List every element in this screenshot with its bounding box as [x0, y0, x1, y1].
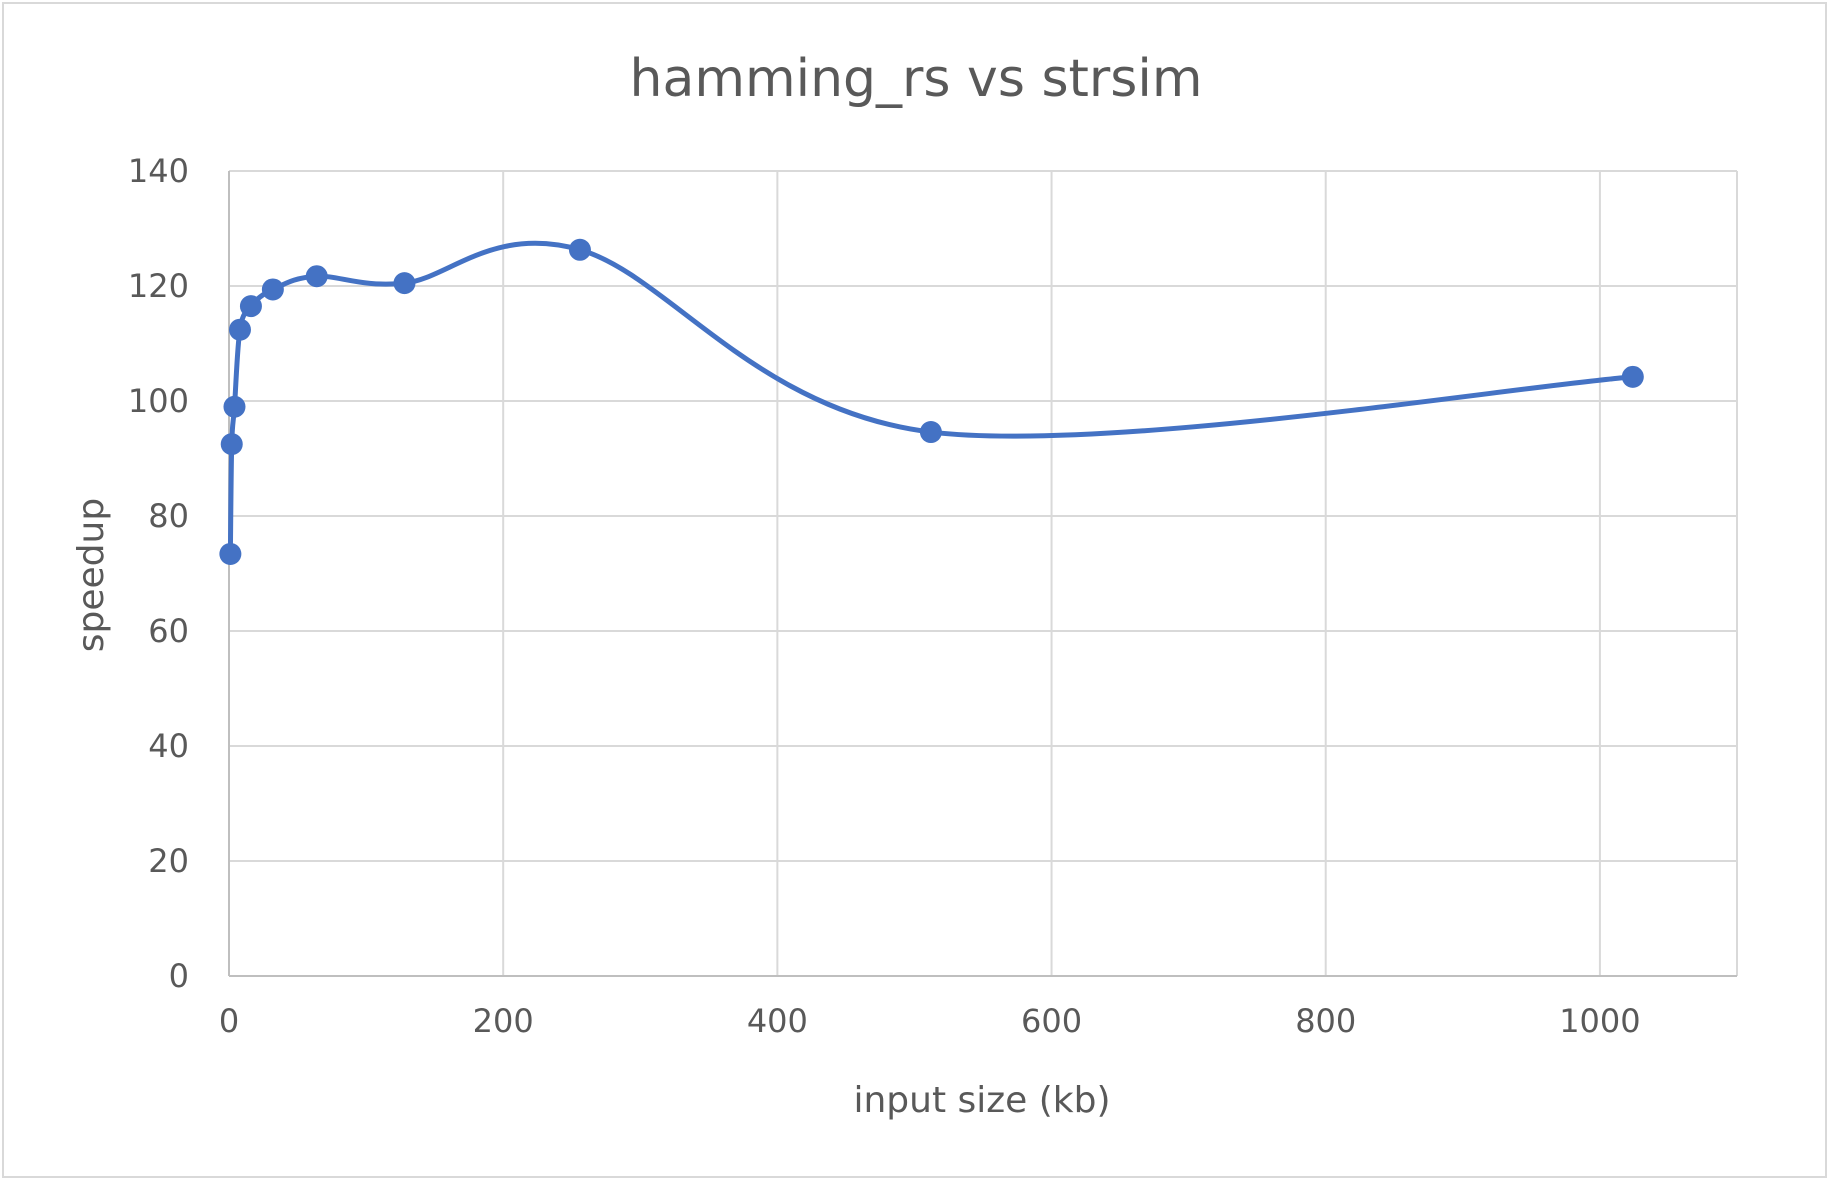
y-tick-label: 100 [128, 382, 189, 420]
y-axis-title: speedup [71, 498, 112, 652]
x-tick-label: 800 [1295, 1002, 1356, 1040]
data-point [228, 318, 251, 341]
x-tick-label: 1000 [1559, 1002, 1640, 1040]
data-point [220, 433, 243, 456]
y-tick-label: 140 [128, 152, 189, 190]
data-point [305, 265, 328, 288]
data-point [1621, 365, 1644, 388]
x-tick-label: 400 [747, 1002, 808, 1040]
data-point [219, 542, 242, 565]
series [219, 238, 1644, 565]
x-tick-label: 600 [1021, 1002, 1082, 1040]
x-axis-title: input size (kb) [853, 1080, 1110, 1121]
axes: 0 20 40 60 80 100 120 140 0 200 400 600 800 1000 [128, 152, 1737, 1040]
data-point [568, 238, 591, 261]
y-tick-label: 40 [148, 727, 189, 765]
y-tick-label: 120 [128, 267, 189, 305]
data-point [919, 421, 942, 444]
x-tick-label: 200 [473, 1002, 534, 1040]
data-point [393, 272, 416, 295]
series-line [227, 240, 1634, 554]
grid [229, 170, 1738, 976]
data-point [261, 278, 284, 301]
chart-title: hamming_rs vs strsim [630, 49, 1203, 109]
y-tick-label: 0 [169, 957, 189, 995]
y-tick-label: 20 [148, 842, 189, 880]
x-tick-label: 0 [219, 1002, 239, 1040]
y-tick-label: 80 [148, 497, 189, 535]
y-tick-label: 60 [148, 612, 189, 650]
data-point [239, 295, 262, 318]
data-point [223, 395, 246, 418]
